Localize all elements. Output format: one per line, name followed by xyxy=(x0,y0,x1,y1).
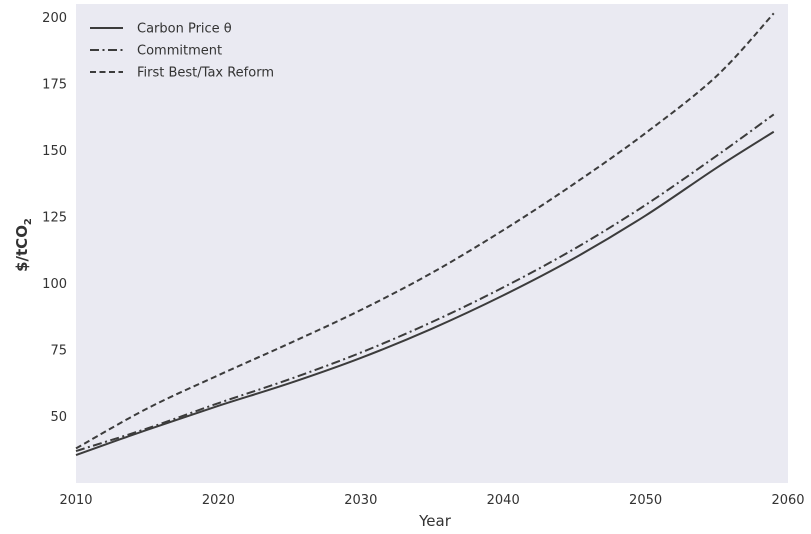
x-tick-label: 2010 xyxy=(59,493,92,508)
legend-item-0: Carbon Price θ xyxy=(90,22,232,37)
x-tick-label: 2050 xyxy=(629,493,662,508)
y-tick-label: 50 xyxy=(50,410,67,425)
legend-label: Commitment xyxy=(137,44,222,59)
legend-label: Carbon Price θ xyxy=(137,22,232,37)
y-tick-label: 75 xyxy=(50,343,67,358)
y-axis-label: $/tCO2 xyxy=(13,218,34,272)
y-tick-labels: 50 75 100 125 150 175 200 xyxy=(42,11,67,425)
legend-item-2: First Best/Tax Reform xyxy=(90,66,274,81)
y-axis-label-main: $/tCO xyxy=(13,225,31,272)
series-line-2 xyxy=(75,12,775,450)
y-tick-label: 100 xyxy=(42,277,67,292)
series-lines xyxy=(75,12,775,457)
legend-label: First Best/Tax Reform xyxy=(137,66,274,81)
y-tick-label: 200 xyxy=(42,11,67,26)
x-tick-label: 2040 xyxy=(487,493,520,508)
y-axis-label-subscript: 2 xyxy=(23,218,34,225)
x-tick-label: 2030 xyxy=(344,493,377,508)
x-tick-label: 2060 xyxy=(771,493,804,508)
x-tick-labels: 2010 2020 2030 2040 2050 2060 xyxy=(59,493,804,508)
y-tick-label: 175 xyxy=(42,77,67,92)
series-line-0 xyxy=(75,130,775,457)
y-tick-label: 125 xyxy=(42,210,67,225)
plot-background xyxy=(76,4,788,483)
legend-item-1: Commitment xyxy=(90,44,222,59)
legend: Carbon Price θ Commitment First Best/Tax R… xyxy=(90,22,274,81)
y-tick-label: 150 xyxy=(42,144,67,159)
series-line-1 xyxy=(75,113,775,453)
x-tick-label: 2020 xyxy=(202,493,235,508)
x-axis-label: Year xyxy=(418,512,452,530)
